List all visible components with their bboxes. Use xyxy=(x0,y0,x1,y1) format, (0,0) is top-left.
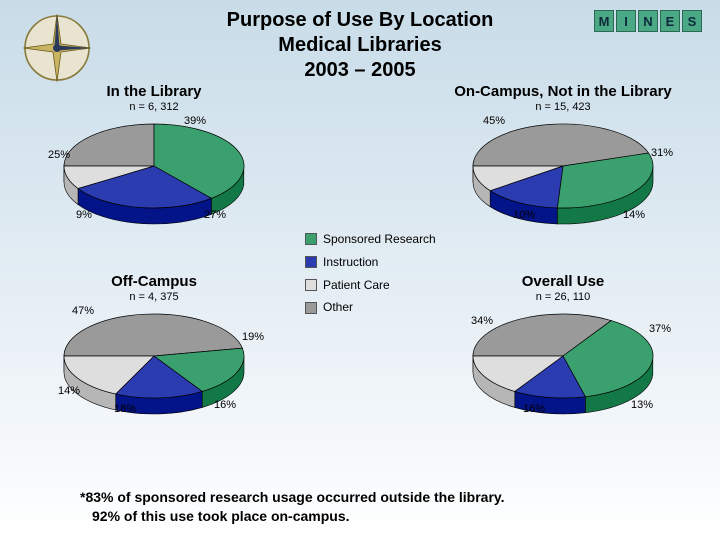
footnote-line-2: 92% of this use took place on-campus. xyxy=(80,507,505,526)
title-line-3: 2003 – 2005 xyxy=(0,58,720,83)
pct-label: 34% xyxy=(471,315,493,327)
pct-label: 18% xyxy=(114,403,136,415)
pct-label: 16% xyxy=(214,399,236,411)
chart-subtitle: n = 26, 110 xyxy=(418,291,708,303)
chart-overall: Overall Usen = 26, 110 34% 37% 13% 16% xyxy=(418,273,708,417)
chart-title: On-Campus, Not in the Library xyxy=(418,83,708,100)
pct-label: 10% xyxy=(513,209,535,221)
mines-letter: M xyxy=(594,10,614,32)
chart-in_library: In the Libraryn = 6, 312 25% 39% 27% 9% xyxy=(14,83,294,227)
chart-off_campus: Off-Campusn = 4, 375 47% 19% 16% 18% 14% xyxy=(14,273,294,417)
footnote-line-1: *83% of sponsored research usage occurre… xyxy=(80,488,505,507)
pct-label: 27% xyxy=(204,209,226,221)
legend-swatch xyxy=(305,279,317,291)
pct-label: 14% xyxy=(58,385,80,397)
pct-label: 31% xyxy=(651,147,673,159)
pct-label: 37% xyxy=(649,323,671,335)
pie: 47%19%16%18%14% xyxy=(54,307,254,417)
legend-item: Patient Care xyxy=(305,274,436,297)
legend-label: Other xyxy=(323,296,353,319)
footnote: *83% of sponsored research usage occurre… xyxy=(80,488,505,526)
pct-label: 39% xyxy=(184,115,206,127)
pct-label: 25% xyxy=(48,149,70,161)
pie: 45%31%14%10% xyxy=(463,117,663,227)
legend-item: Instruction xyxy=(305,251,436,274)
compass-logo xyxy=(12,8,102,88)
mines-badge: MINES xyxy=(594,10,702,32)
legend: Sponsored ResearchInstructionPatient Car… xyxy=(305,228,436,319)
mines-letter: E xyxy=(660,10,680,32)
legend-label: Instruction xyxy=(323,251,378,274)
pie: 34%37%13%16% xyxy=(463,307,663,417)
chart-title: Overall Use xyxy=(418,273,708,290)
chart-subtitle: n = 6, 312 xyxy=(14,101,294,113)
pct-label: 45% xyxy=(483,115,505,127)
pie: 25%39%27%9% xyxy=(54,117,254,227)
mines-letter: S xyxy=(682,10,702,32)
pct-label: 13% xyxy=(631,399,653,411)
legend-swatch xyxy=(305,302,317,314)
pct-label: 47% xyxy=(72,305,94,317)
title-line-2: Medical Libraries xyxy=(0,33,720,58)
pct-label: 16% xyxy=(523,403,545,415)
chart-on_campus: On-Campus, Not in the Libraryn = 15, 423… xyxy=(418,83,708,227)
pct-label: 9% xyxy=(76,209,92,221)
legend-item: Sponsored Research xyxy=(305,228,436,251)
mines-letter: I xyxy=(616,10,636,32)
legend-label: Sponsored Research xyxy=(323,228,436,251)
chart-subtitle: n = 15, 423 xyxy=(418,101,708,113)
legend-swatch xyxy=(305,233,317,245)
legend-label: Patient Care xyxy=(323,274,390,297)
legend-swatch xyxy=(305,256,317,268)
pct-label: 19% xyxy=(242,331,264,343)
chart-subtitle: n = 4, 375 xyxy=(14,291,294,303)
legend-item: Other xyxy=(305,296,436,319)
chart-title: In the Library xyxy=(14,83,294,100)
mines-letter: N xyxy=(638,10,658,32)
pct-label: 14% xyxy=(623,209,645,221)
chart-title: Off-Campus xyxy=(14,273,294,290)
